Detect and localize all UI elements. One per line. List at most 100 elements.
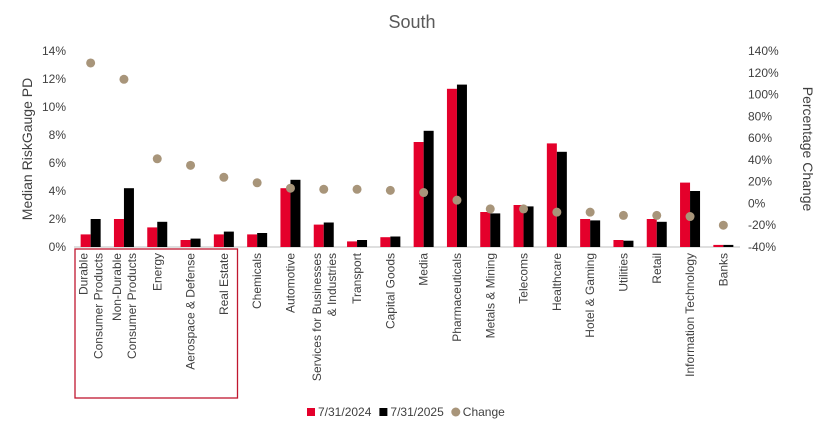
change-point-8	[352, 184, 362, 194]
y-tick-label: 10%	[42, 100, 66, 114]
bar-7-31-2024-5	[247, 234, 258, 247]
category-label: Transport	[350, 252, 364, 304]
bar-7-31-2025-10	[423, 130, 434, 247]
change-point-12	[485, 204, 495, 214]
bar-7-31-2024-10	[413, 142, 424, 247]
bar-7-31-2025-1	[123, 188, 134, 247]
bar-7-31-2025-16	[623, 240, 634, 247]
category-label: Non-DurableConsumer Products	[110, 253, 139, 359]
bar-7-31-2024-8	[347, 241, 358, 247]
bar-7-31-2024-15	[580, 219, 591, 247]
change-point-9	[385, 185, 395, 195]
y2-tick-label: -40%	[748, 240, 776, 254]
bar-7-31-2025-3	[190, 238, 201, 247]
chart-title: South	[388, 12, 435, 32]
y-tick-label: 8%	[49, 128, 67, 142]
bar-7-31-2024-18	[680, 182, 691, 247]
bar-7-31-2025-6	[290, 179, 301, 247]
change-point-0	[86, 58, 96, 68]
y-tick-label: 12%	[42, 72, 66, 86]
bar-7-31-2025-11	[456, 84, 467, 247]
legend-swatch	[307, 408, 315, 416]
bar-7-31-2024-17	[646, 219, 657, 247]
category-label: DurableConsumer Products	[77, 253, 106, 359]
bar-7-31-2024-14	[546, 143, 557, 247]
bar-7-31-2025-13	[523, 206, 534, 247]
bar-7-31-2025-12	[490, 213, 501, 247]
highlight-box	[74, 248, 239, 399]
y-tick-label: 4%	[49, 184, 67, 198]
bar-7-31-2024-12	[480, 212, 491, 247]
bar-7-31-2025-2	[157, 221, 168, 247]
change-point-1	[119, 74, 129, 84]
category-label: Chemicals	[250, 253, 264, 309]
legend-swatch	[379, 408, 388, 416]
bar-7-31-2024-7	[313, 224, 324, 247]
plot-area: 0% 2% 4% 6% 8% 10% 12% 14% -40% -20% 0% 20% 40% 60% 80…	[42, 44, 779, 399]
bar-7-31-2025-19	[723, 244, 734, 247]
y2-tick-label: 80%	[748, 109, 772, 123]
category-label: Utilities	[616, 253, 630, 292]
change-point-11	[452, 195, 462, 205]
bar-7-31-2024-0	[80, 234, 91, 247]
change-point-16	[618, 210, 628, 220]
bar-7-31-2025-8	[357, 240, 368, 247]
y2-tick-label: 0%	[748, 196, 766, 210]
legend: 7/31/2024 7/31/2025 Change	[307, 405, 505, 419]
legend-label: Change	[463, 405, 505, 419]
change-point-2	[152, 154, 162, 164]
change-point-7	[319, 184, 329, 194]
category-label: Metals & Mining	[483, 253, 497, 338]
y2-tick-label: -20%	[748, 218, 776, 232]
y-tick-label: 2%	[49, 212, 67, 226]
change-point-19	[718, 220, 728, 230]
category-label: Hotel & Gaming	[583, 253, 597, 338]
category-label: Retail	[650, 253, 664, 284]
category-label: Information Technology	[683, 253, 697, 377]
category-label: Capital Goods	[383, 253, 397, 329]
y-axis-label: Median RiskGauge PD	[19, 78, 35, 220]
legend-swatch	[451, 407, 461, 417]
legend-label: 7/31/2025	[390, 405, 444, 419]
change-point-10	[419, 188, 429, 198]
y-tick-label: 0%	[49, 240, 67, 254]
change-point-13	[519, 204, 529, 214]
y-tick-label: 6%	[49, 156, 67, 170]
category-label: Telecoms	[517, 253, 531, 304]
category-label: Automotive	[283, 253, 297, 313]
y2-tick-label: 60%	[748, 131, 772, 145]
bar-7-31-2025-17	[656, 221, 667, 247]
category-label: Pharmaceuticals	[450, 253, 464, 342]
bar-7-31-2024-3	[180, 240, 191, 247]
change-point-17	[652, 210, 662, 220]
category-label: Aerospace & Defense	[184, 253, 198, 370]
category-label: Energy	[150, 253, 164, 291]
bar-7-31-2025-15	[590, 220, 601, 247]
bar-7-31-2024-1	[113, 219, 124, 247]
category-label: Banks	[716, 253, 730, 286]
change-point-15	[585, 207, 595, 217]
bar-7-31-2024-9	[380, 237, 391, 247]
category-label: Healthcare	[550, 253, 564, 311]
bar-7-31-2025-4	[223, 231, 234, 247]
y2-tick-label: 100%	[748, 88, 779, 102]
y-tick-label: 14%	[42, 44, 66, 58]
y2-tick-label: 20%	[748, 175, 772, 189]
bar-7-31-2024-4	[213, 234, 224, 247]
category-label: Services for Businesses& Industries	[310, 253, 339, 381]
category-label: Media	[417, 253, 431, 286]
bar-7-31-2025-7	[323, 222, 334, 247]
bar-7-31-2024-2	[147, 227, 158, 247]
change-point-6	[285, 183, 295, 193]
y2-tick-label: 40%	[748, 153, 772, 167]
change-point-18	[685, 212, 695, 222]
bar-7-31-2025-18	[690, 191, 701, 247]
y2-axis-label: Percentage Change	[800, 87, 816, 212]
change-point-14	[552, 207, 562, 217]
bar-7-31-2025-14	[556, 151, 567, 247]
legend-label: 7/31/2024	[318, 405, 372, 419]
change-point-5	[252, 178, 262, 188]
bar-7-31-2024-6	[280, 188, 291, 247]
bar-7-31-2025-9	[390, 236, 401, 247]
